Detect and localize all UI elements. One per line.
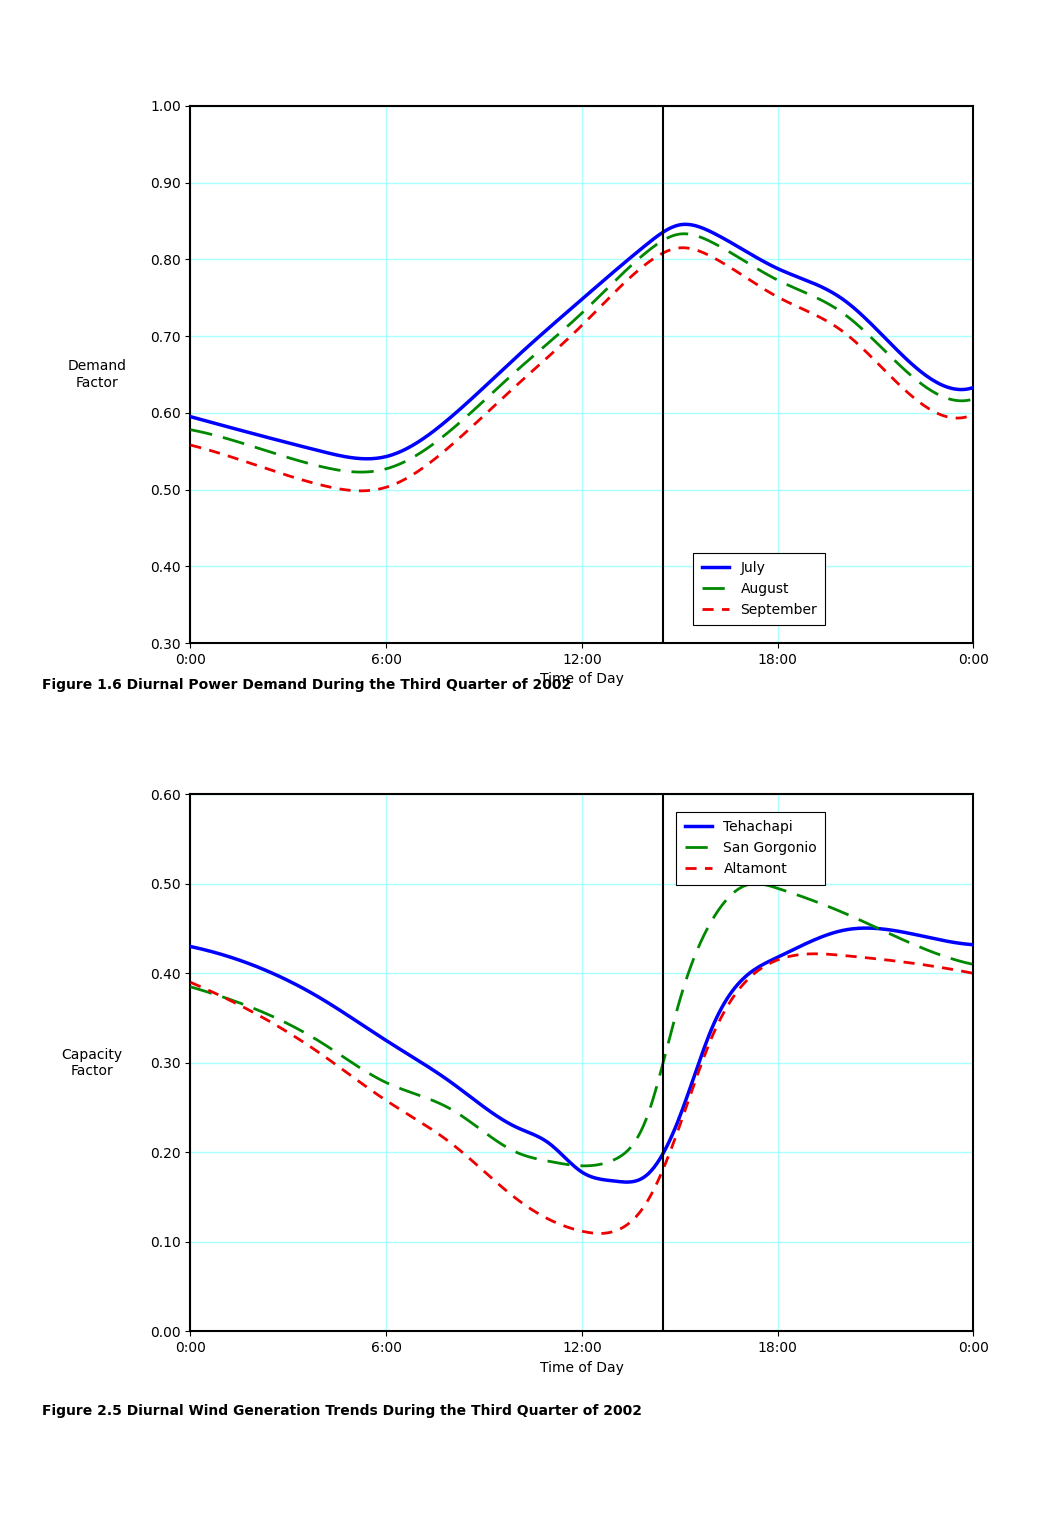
San Gorgonio [665, 1018, 678, 1036]
Tehachapi [621, 1173, 634, 1191]
July [850, 300, 862, 318]
July [679, 215, 692, 233]
Altamont [665, 1138, 678, 1156]
Tehachapi [184, 938, 197, 956]
July [653, 225, 665, 244]
Altamont [184, 973, 197, 991]
July [651, 227, 663, 245]
Text: Figure 2.5 Diurnal Wind Generation Trends During the Third Quarter of 2002: Figure 2.5 Diurnal Wind Generation Trend… [42, 1404, 642, 1418]
September [967, 405, 980, 424]
September [665, 241, 678, 259]
July [665, 218, 678, 236]
September [899, 381, 912, 399]
Line: Altamont: Altamont [190, 953, 973, 1233]
Legend: July, August, September: July, August, September [693, 552, 825, 625]
July [360, 449, 372, 468]
August [184, 421, 197, 439]
September [850, 333, 862, 351]
September [186, 437, 199, 455]
August [665, 227, 678, 245]
Tehachapi [653, 1151, 665, 1170]
Line: August: August [190, 235, 973, 472]
Line: Tehachapi: Tehachapi [190, 927, 973, 1182]
Tehachapi [186, 938, 199, 956]
August [354, 463, 367, 481]
Altamont [651, 1176, 663, 1194]
X-axis label: Time of Day: Time of Day [540, 1360, 624, 1375]
September [354, 481, 367, 499]
August [651, 236, 663, 254]
San Gorgonio [651, 1077, 663, 1095]
August [967, 390, 980, 409]
Y-axis label: Capacity
Factor: Capacity Factor [61, 1049, 122, 1077]
San Gorgonio [850, 909, 862, 927]
August [899, 362, 912, 380]
September [653, 247, 665, 265]
July [899, 350, 912, 368]
August [186, 421, 199, 439]
Altamont [810, 944, 823, 962]
September [676, 239, 689, 257]
San Gorgonio [580, 1157, 592, 1176]
Y-axis label: Demand
Factor: Demand Factor [68, 360, 127, 389]
August [653, 233, 665, 251]
Tehachapi [860, 918, 873, 937]
Line: San Gorgonio: San Gorgonio [190, 884, 973, 1167]
Tehachapi [665, 1126, 678, 1144]
Line: July: July [190, 224, 973, 458]
August [850, 315, 862, 333]
August [679, 225, 692, 244]
Tehachapi [846, 920, 859, 938]
Tehachapi [899, 923, 912, 941]
San Gorgonio [967, 955, 980, 973]
Altamont [186, 974, 199, 993]
July [967, 378, 980, 396]
X-axis label: Time of Day: Time of Day [540, 672, 624, 687]
San Gorgonio [899, 932, 912, 950]
San Gorgonio [653, 1068, 665, 1086]
San Gorgonio [750, 875, 763, 893]
San Gorgonio [184, 977, 197, 996]
September [184, 436, 197, 454]
September [651, 248, 663, 266]
Line: September: September [190, 248, 973, 490]
San Gorgonio [186, 979, 199, 997]
Altamont [899, 953, 912, 971]
Legend: Tehachapi, San Gorgonio, Altamont: Tehachapi, San Gorgonio, Altamont [676, 812, 825, 885]
July [186, 409, 199, 427]
Altamont [592, 1224, 605, 1242]
Altamont [653, 1170, 665, 1188]
Tehachapi [967, 935, 980, 953]
July [184, 407, 197, 425]
Altamont [850, 947, 862, 965]
Tehachapi [651, 1154, 663, 1173]
Altamont [967, 964, 980, 982]
Text: Figure 1.6 Diurnal Power Demand During the Third Quarter of 2002: Figure 1.6 Diurnal Power Demand During t… [42, 678, 571, 691]
